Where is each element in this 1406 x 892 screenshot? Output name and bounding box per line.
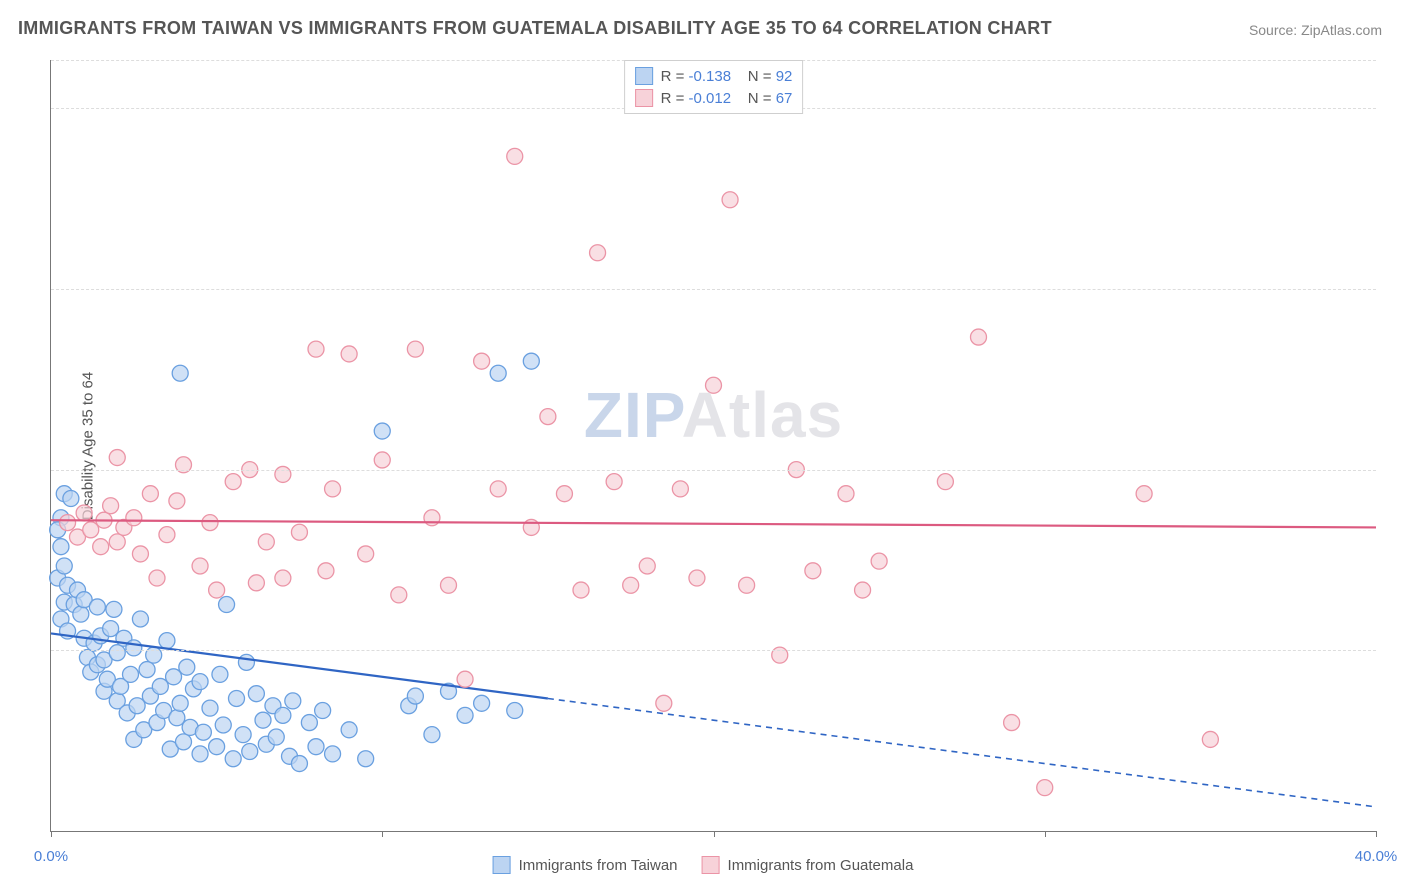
r-label: R = [661,68,689,85]
x-tick-label: 0.0% [34,848,68,865]
legend-row-guatemala: R = -0.012 N = 67 [635,87,793,109]
r-label: R = [661,90,689,107]
y-tick-label: 7.5% [1386,642,1406,659]
swatch-guatemala [635,89,653,107]
legend-item-guatemala: Immigrants from Guatemala [702,856,914,874]
legend-stats-taiwan: R = -0.138 N = 92 [661,68,793,85]
legend-label-guatemala: Immigrants from Guatemala [728,857,914,874]
y-tick-label: 30.0% [1386,100,1406,117]
r-value-taiwan: -0.138 [689,68,732,85]
swatch-guatemala-bottom [702,856,720,874]
scatter-svg [51,60,1376,831]
n-value-guatemala: 67 [776,90,793,107]
legend-label-taiwan: Immigrants from Taiwan [519,857,678,874]
legend-stats-guatemala: R = -0.012 N = 67 [661,90,793,107]
swatch-taiwan-bottom [493,856,511,874]
legend-row-taiwan: R = -0.138 N = 92 [635,65,793,87]
n-label: N = [748,90,776,107]
swatch-taiwan [635,67,653,85]
r-value-guatemala: -0.012 [689,90,732,107]
y-tick-label: 22.5% [1386,280,1406,297]
x-tick-label: 40.0% [1355,848,1398,865]
chart-title: IMMIGRANTS FROM TAIWAN VS IMMIGRANTS FRO… [18,18,1052,39]
y-tick-label: 15.0% [1386,461,1406,478]
legend-correlation-box: R = -0.138 N = 92 R = -0.012 N = 67 [624,60,804,114]
legend-series: Immigrants from Taiwan Immigrants from G… [493,856,914,874]
chart-plot-area: ZIPAtlas R = -0.138 N = 92 R = -0.012 N … [50,60,1376,832]
source-label: Source: ZipAtlas.com [1249,22,1382,38]
n-value-taiwan: 92 [776,68,793,85]
legend-item-taiwan: Immigrants from Taiwan [493,856,678,874]
n-label: N = [748,68,776,85]
